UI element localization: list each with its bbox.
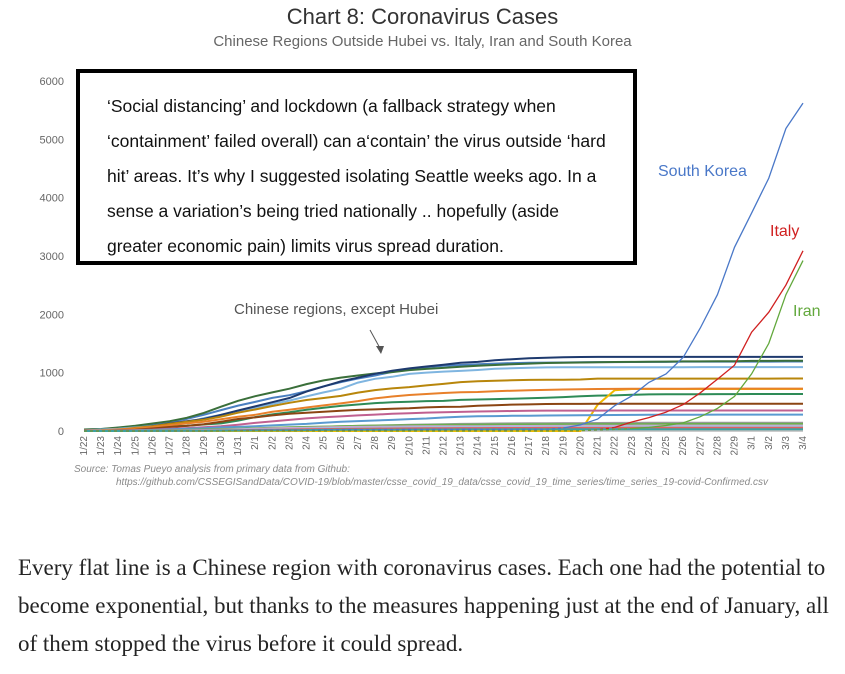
y-tick-label: 0 [58, 426, 64, 438]
x-tick-label: 2/14 [473, 436, 484, 456]
x-tick-label: 1/27 [165, 436, 176, 456]
y-tick-label: 4000 [40, 193, 64, 205]
y-tick-label: 5000 [40, 134, 64, 146]
x-tick-label: 2/3 [284, 436, 295, 450]
x-tick-label: 2/10 [404, 436, 415, 456]
label-italy: Italy [770, 223, 799, 240]
source-url: https://github.com/CSSEGISandData/COVID-… [116, 477, 768, 488]
x-tick-label: 2/29 [730, 436, 741, 456]
x-tick-label: 2/2 [267, 436, 278, 450]
x-tick-label: 1/30 [216, 436, 227, 456]
source-note: Source: Tomas Pueyo analysis from primar… [74, 464, 350, 475]
series-line [83, 402, 803, 432]
series-line-dashed [84, 427, 632, 432]
x-tick-label: 2/9 [387, 436, 398, 450]
x-tick-label: 2/19 [558, 436, 569, 456]
x-tick-label: 2/11 [421, 436, 432, 455]
y-tick-label: 6000 [40, 76, 64, 88]
series-labels: South Korea Italy Iran Chinese regions, exc… [234, 163, 821, 354]
x-tick-label: 2/8 [370, 436, 381, 450]
series-line [84, 413, 803, 432]
series-line [84, 428, 803, 432]
commentary-callout-box: ‘Social distancing’ and lockdown (a fall… [76, 69, 637, 265]
label-iran: Iran [793, 303, 821, 320]
annotation-arrow-head [376, 346, 384, 354]
x-tick-label: 1/22 [79, 436, 90, 456]
x-axis-ticks: 1/22 1/23 1/24 1/25 1/26 1/27 1/28 1/29 1/30 1/31… [79, 430, 809, 456]
x-tick-label: 2/21 [593, 436, 604, 456]
x-tick-label: 2/15 [490, 436, 501, 456]
x-tick-label: 3/3 [781, 436, 792, 450]
y-axis-ticks: 0 1000 2000 3000 4000 5000 6000 [40, 76, 64, 438]
x-tick-label: 2/4 [302, 436, 313, 450]
series-line [84, 377, 803, 432]
x-tick-label: 2/26 [678, 436, 689, 456]
series-line [614, 250, 804, 429]
x-tick-label: 1/24 [113, 436, 124, 456]
x-tick-label: 2/1 [250, 436, 261, 450]
x-tick-label: 2/27 [695, 436, 706, 456]
x-tick-label: 1/29 [199, 436, 210, 456]
x-tick-label: 1/28 [182, 436, 193, 456]
x-tick-label: 2/16 [507, 436, 518, 456]
label-chinese-regions: Chinese regions, except Hubei [234, 301, 438, 318]
x-tick-label: 3/4 [798, 436, 809, 450]
series-line [563, 102, 804, 429]
x-tick-label: 2/13 [456, 436, 467, 456]
x-tick-label: 2/18 [541, 436, 552, 456]
x-tick-label: 1/25 [130, 436, 141, 456]
x-tick-label: 2/7 [353, 436, 364, 450]
chart-subtitle: Chinese Regions Outside Hubei vs. Italy,… [213, 33, 632, 50]
x-tick-label: 2/12 [439, 436, 450, 456]
x-tick-label: 2/22 [610, 436, 621, 456]
series-line [83, 359, 804, 431]
article-caption: Every flat line is a Chinese region with… [18, 555, 829, 656]
x-tick-label: 3/2 [764, 436, 775, 450]
y-tick-label: 2000 [40, 309, 64, 321]
x-tick-label: 2/6 [336, 436, 347, 450]
x-tick-label: 1/23 [96, 436, 107, 456]
series-line [631, 260, 804, 430]
x-tick-label: 2/20 [575, 436, 586, 456]
x-tick-label: 2/23 [627, 436, 638, 456]
callout-text: ‘Social distancing’ and lockdown (a fall… [107, 96, 606, 256]
series-line [83, 387, 803, 432]
y-tick-label: 1000 [40, 368, 64, 380]
y-tick-label: 3000 [40, 251, 64, 263]
series-lines [83, 102, 804, 432]
x-tick-label: 2/24 [644, 436, 655, 456]
x-tick-label: 1/31 [233, 436, 244, 456]
x-tick-label: 2/5 [319, 436, 330, 450]
x-tick-label: 2/28 [712, 436, 723, 456]
label-south-korea: South Korea [658, 163, 747, 180]
x-tick-label: 1/26 [147, 436, 158, 456]
x-tick-label: 2/17 [524, 436, 535, 456]
x-tick-label: 2/25 [661, 436, 672, 456]
chart-title: Chart 8: Coronavirus Cases [286, 4, 559, 29]
x-tick-label: 3/1 [747, 436, 758, 450]
